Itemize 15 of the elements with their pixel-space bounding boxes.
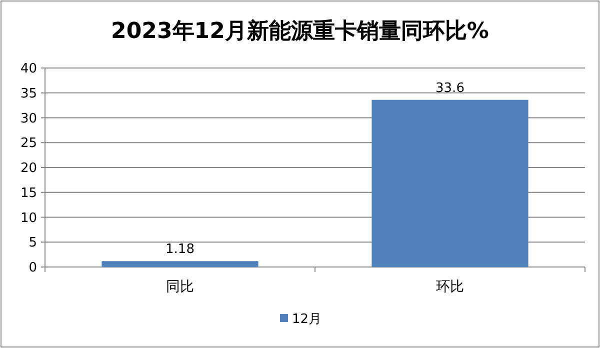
data-label: 33.6 — [436, 80, 464, 96]
title: 2023年12月新能源重卡销量同环比% — [111, 19, 489, 44]
y-tick-label: 35 — [20, 86, 37, 102]
y-tick-label: 10 — [20, 210, 37, 226]
y-tick-label: 40 — [20, 62, 37, 76]
y-tick-label: 20 — [20, 161, 37, 176]
x-tick-label: 环比 — [436, 279, 464, 295]
y-tick-label: 30 — [20, 111, 37, 126]
y-tick-label: 25 — [20, 136, 37, 152]
y-tick-label: 15 — [20, 186, 37, 201]
y-tick-label: 0 — [28, 260, 37, 276]
x-tick-label: 同比 — [166, 279, 194, 295]
y-tick-label: 5 — [28, 236, 37, 251]
data-label: 1.18 — [166, 242, 194, 258]
legend-label: 12月 — [292, 312, 322, 327]
